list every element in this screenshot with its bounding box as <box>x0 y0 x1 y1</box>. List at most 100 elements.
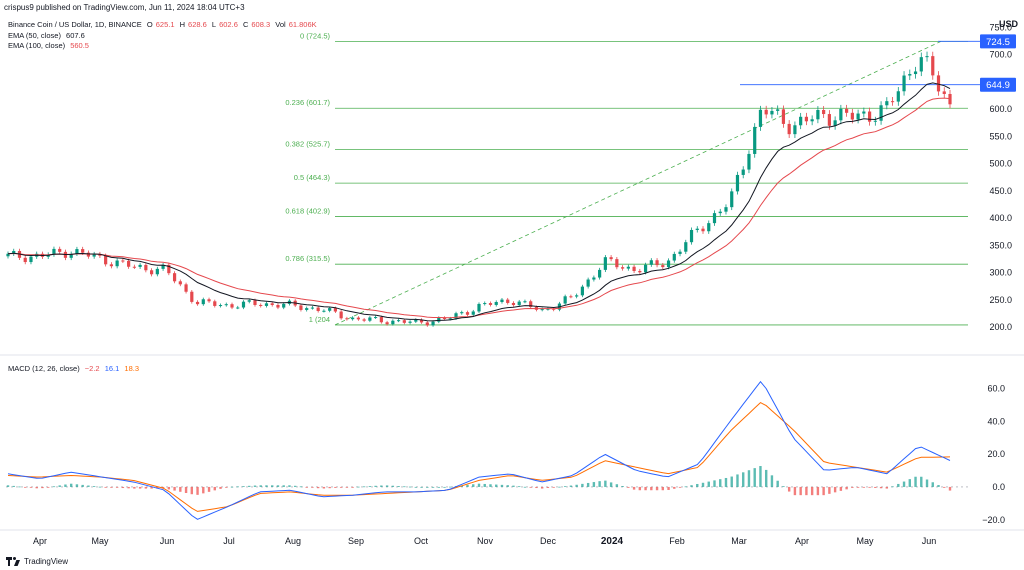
candle-body <box>333 308 338 312</box>
macd-histogram-bar <box>293 485 297 487</box>
ema50-label: EMA (50, close) <box>8 31 61 40</box>
candle-body <box>517 301 521 306</box>
macd-histogram-bar <box>678 486 682 488</box>
macd-histogram-bar <box>466 484 469 487</box>
tradingview-brand[interactable]: TradingView <box>6 557 68 566</box>
candle-body <box>195 301 200 305</box>
candle-body <box>689 229 694 243</box>
candle-body <box>523 301 527 303</box>
candle-body <box>845 108 849 113</box>
macd-histogram-bar <box>339 486 343 488</box>
macd-histogram-bar <box>58 485 61 487</box>
macd-line <box>7 380 951 520</box>
ema50-line <box>7 82 951 322</box>
candle-body <box>391 320 395 325</box>
candle-body <box>896 91 900 102</box>
candle-body <box>672 253 676 261</box>
macd-legend: MACD (12, 26, close) −2.2 16.1 18.3 <box>8 364 142 373</box>
candle-body <box>867 111 872 122</box>
symbol-title: Binance Coin / US Dollar, 1D, BINANCE <box>8 20 142 29</box>
fib-level-label: 0 (724.5) <box>300 31 331 40</box>
candle-body <box>230 304 234 308</box>
price-tick-label: 350.0 <box>989 240 1012 250</box>
close-label: C <box>242 20 249 29</box>
macd-histogram-bar <box>362 486 366 488</box>
macd-histogram-bar <box>35 486 38 489</box>
macd-tick-label: 60.0 <box>987 383 1005 393</box>
macd-histogram-bar <box>563 486 567 487</box>
x-axis-label: Aug <box>285 536 301 546</box>
macd-histogram-bar <box>276 485 280 487</box>
candle-body <box>747 153 751 170</box>
candle-body <box>305 308 309 310</box>
candle-body <box>661 265 665 268</box>
candle-body <box>913 71 918 75</box>
macd-histogram-bar <box>810 486 814 496</box>
fib-level-label: 0.618 (402.9) <box>285 207 330 216</box>
candle-body <box>615 259 619 268</box>
macd-histogram-bar <box>230 486 234 488</box>
macd-histogram-bar <box>690 485 693 487</box>
macd-histogram-bar <box>282 485 285 487</box>
macd-histogram-bar <box>98 486 102 488</box>
macd-histogram-bar <box>621 486 624 487</box>
macd-histogram-bar <box>259 485 262 487</box>
candle-body <box>712 213 717 224</box>
macd-histogram-bar <box>948 486 952 491</box>
macd-histogram-bar <box>638 486 642 491</box>
macd-histogram-bar <box>133 486 136 489</box>
low-label: L <box>211 20 217 29</box>
candle-body <box>598 269 602 278</box>
macd-histogram-bar <box>374 485 377 487</box>
macd-histogram-bar <box>518 486 521 488</box>
macd-histogram-bar <box>753 468 756 487</box>
x-axis-label: May <box>91 536 109 546</box>
close-value: 608.3 <box>251 20 271 29</box>
volume-value: 61.806K <box>288 20 317 29</box>
candle-body <box>460 312 464 314</box>
candle-body <box>511 302 516 306</box>
x-axis-label: May <box>856 536 874 546</box>
candle-body <box>529 301 533 308</box>
macd-histogram-bar <box>799 486 802 496</box>
candle-body <box>368 317 372 321</box>
macd-hist-value: −2.2 <box>84 364 100 373</box>
macd-histogram-bar <box>202 486 205 494</box>
macd-histogram-bar <box>351 486 354 488</box>
price-tick-label: 300.0 <box>989 268 1012 278</box>
candle-body <box>873 120 877 122</box>
macd-histogram-bar <box>121 486 125 489</box>
macd-histogram-bar <box>747 470 751 487</box>
candle-body <box>488 303 493 305</box>
macd-histogram-bar <box>937 485 940 487</box>
candle-body <box>149 270 154 275</box>
macd-histogram-bar <box>449 486 452 488</box>
candle-body <box>23 257 27 263</box>
macd-histogram-bar <box>569 485 573 487</box>
candle-body <box>816 110 820 120</box>
candle-body <box>586 279 590 287</box>
candle-body <box>224 304 228 306</box>
macd-histogram-bar <box>328 486 331 489</box>
macd-histogram-bar <box>787 486 791 492</box>
price-badge <box>980 77 1016 92</box>
macd-histogram-bar <box>759 466 762 487</box>
macd-histogram-bar <box>52 486 56 488</box>
macd-histogram-bar <box>115 486 119 488</box>
candle-body <box>695 228 699 230</box>
macd-histogram-bar <box>6 485 10 487</box>
x-axis-label: Oct <box>414 536 429 546</box>
candle-body <box>580 286 584 296</box>
macd-histogram-bar <box>764 469 768 487</box>
macd-histogram-bar <box>845 486 848 490</box>
candle-body <box>500 299 504 303</box>
candle-body <box>620 267 625 269</box>
candle-body <box>12 250 16 254</box>
candle-body <box>546 308 550 310</box>
ema100-value: 560.5 <box>70 41 89 50</box>
candle-body <box>178 281 182 285</box>
macd-histogram-bar <box>391 485 395 487</box>
candle-body <box>655 260 659 266</box>
macd-histogram-bar <box>179 486 182 492</box>
